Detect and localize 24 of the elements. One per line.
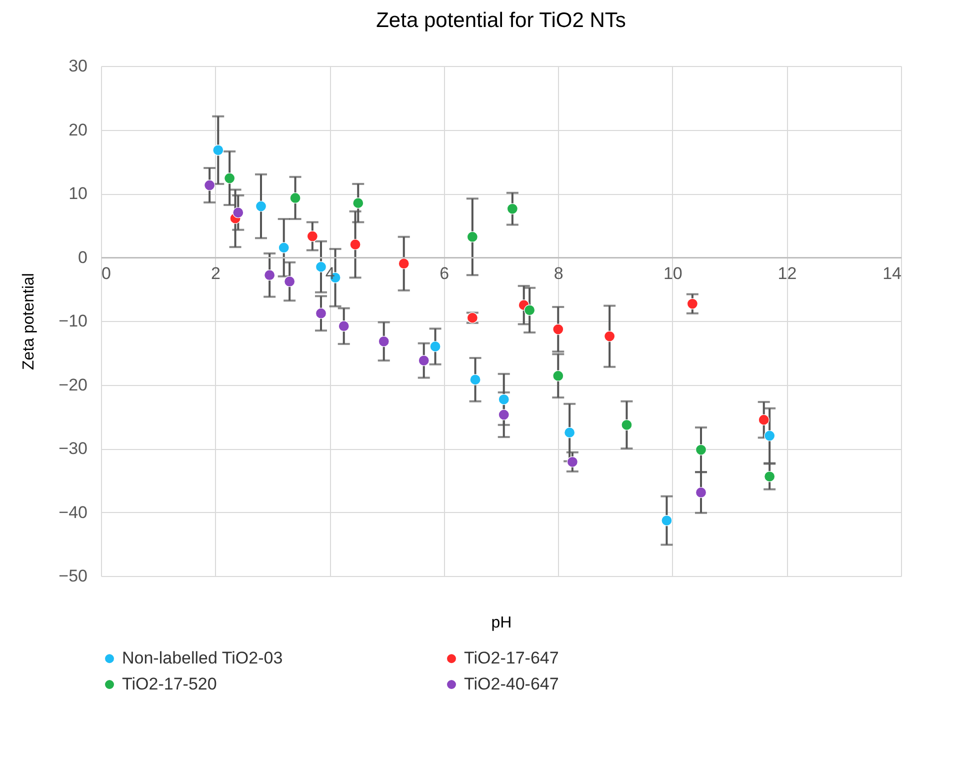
x-axis-title: pH — [491, 614, 512, 632]
legend-label: TiO2-17-520 — [122, 674, 217, 694]
y-tick-label: −50 — [58, 566, 88, 586]
x-tick-label: 4 — [325, 264, 335, 283]
y-tick-label: −10 — [58, 312, 88, 330]
chart-title: Zeta potential for TiO2 NTs — [376, 9, 626, 32]
y-tick-label: 0 — [78, 248, 88, 267]
y-tick-label: −30 — [58, 439, 88, 458]
y-tick-label: −40 — [58, 502, 88, 522]
y-tick-label: 10 — [68, 184, 88, 203]
y-axis-title: Zeta potential — [20, 273, 38, 370]
x-tick-label: 2 — [211, 264, 221, 283]
x-tick-label: 12 — [778, 264, 797, 283]
y-tick-label: 20 — [68, 120, 88, 140]
y-tick-label: 30 — [68, 56, 88, 76]
legend-label: TiO2-17-647 — [464, 648, 559, 668]
x-tick-label: 8 — [554, 264, 564, 283]
y-tick-label: −20 — [58, 375, 88, 394]
x-tick-label: 0 — [102, 264, 111, 283]
x-tick-label: 10 — [663, 264, 682, 283]
x-tick-label: 14 — [882, 264, 902, 283]
legend-label: TiO2-40-647 — [464, 674, 559, 694]
legend-label: Non-labelled TiO2-03 — [122, 648, 283, 668]
x-tick-label: 6 — [440, 264, 450, 283]
